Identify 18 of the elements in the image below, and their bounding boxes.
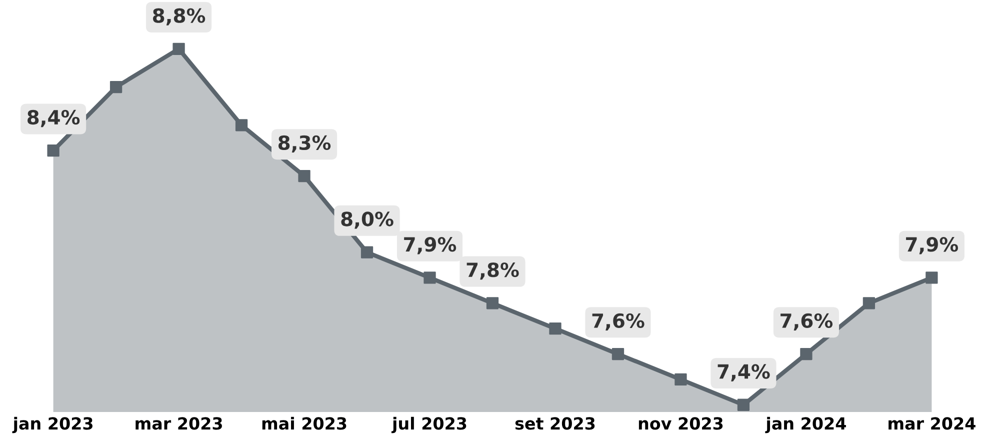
x-tick-label: set 2023 [515, 417, 595, 430]
data-label: 7,9% [906, 237, 958, 254]
data-label: 8,0% [341, 212, 394, 229]
x-tick-label: mai 2023 [262, 416, 346, 430]
x-tick-label: mar 2023 [136, 417, 222, 430]
data-label: 8,3% [278, 135, 331, 153]
data-label: 7,4% [718, 364, 770, 382]
data-label: 8,4% [28, 110, 80, 128]
x-tick-label: mar 2024 [888, 417, 976, 430]
data-label: 7,6% [780, 313, 833, 331]
data-label: 7,9% [404, 237, 456, 254]
data-label: 7,6% [592, 313, 644, 331]
data-label: 8,8% [153, 8, 206, 26]
x-tick-label: jan 2023 [12, 416, 92, 434]
x-tick-label: jul 2023 [391, 416, 466, 434]
x-tick-label: nov 2023 [638, 417, 723, 430]
data-label: 7,8% [466, 262, 519, 280]
x-tick-label: jan 2024 [765, 416, 846, 434]
